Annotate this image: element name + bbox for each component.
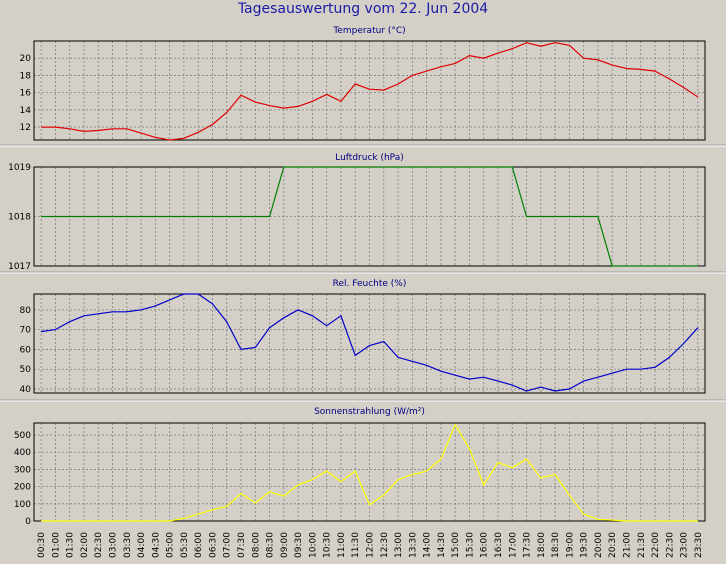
- x-tick-label: 05:00: [166, 532, 176, 558]
- x-tick-label: 17:30: [523, 532, 533, 558]
- x-tick-label: 06:30: [208, 532, 218, 558]
- x-tick-label: 14:00: [423, 532, 433, 558]
- x-tick-label: 06:00: [194, 532, 204, 558]
- x-tick-label: 20:30: [608, 532, 618, 558]
- x-tick-label: 10:00: [308, 532, 318, 558]
- x-tick-label: 07:00: [223, 532, 233, 558]
- y-tick-label: 0: [25, 517, 31, 527]
- x-tick-label: 09:00: [280, 532, 290, 558]
- y-tick-label: 200: [14, 483, 31, 493]
- y-tick-label: 50: [20, 365, 32, 375]
- x-tick-label: 04:00: [137, 532, 147, 558]
- x-tick-label: 18:30: [551, 532, 561, 558]
- x-tick-label: 13:30: [408, 532, 418, 558]
- x-tick-label: 05:30: [180, 532, 190, 558]
- chart-title: Rel. Feuchte (%): [333, 279, 407, 289]
- y-tick-label: 20: [20, 54, 32, 64]
- y-tick-label: 70: [20, 326, 32, 336]
- x-tick-label: 00:30: [37, 532, 47, 558]
- y-tick-label: 60: [20, 345, 32, 355]
- x-tick-label: 17:00: [508, 532, 518, 558]
- x-tick-label: 13:00: [394, 532, 404, 558]
- y-tick-label: 16: [20, 89, 32, 99]
- x-tick-label: 21:30: [637, 532, 647, 558]
- x-tick-label: 02:00: [80, 532, 90, 558]
- plot-frame: [33, 40, 706, 141]
- y-tick-label: 18: [20, 71, 32, 81]
- x-tick-label: 20:00: [594, 532, 604, 558]
- chart-title: Sonnenstrahlung (W/m²): [314, 407, 425, 417]
- x-tick-label: 21:00: [622, 532, 632, 558]
- x-tick-label: 09:30: [294, 532, 304, 558]
- x-tick-label: 16:30: [494, 532, 504, 558]
- x-tick-label: 19:00: [565, 532, 575, 558]
- x-tick-label: 18:00: [537, 532, 547, 558]
- plot-frame: [33, 293, 706, 394]
- x-tick-label: 08:00: [251, 532, 261, 558]
- x-tick-label: 14:30: [437, 532, 447, 558]
- y-tick-label: 1018: [8, 213, 31, 223]
- y-tick-label: 1019: [8, 163, 31, 173]
- series-line: [41, 166, 698, 267]
- x-tick-label: 03:00: [109, 532, 119, 558]
- y-tick-label: 400: [14, 448, 31, 458]
- x-tick-label: 03:30: [123, 532, 133, 558]
- x-tick-label: 08:30: [266, 532, 276, 558]
- x-tick-label: 01:00: [51, 532, 61, 558]
- chart-title: Temperatur (°C): [332, 26, 405, 36]
- y-tick-label: 100: [14, 500, 31, 510]
- x-tick-label: 07:30: [237, 532, 247, 558]
- x-tick-label: 22:00: [651, 532, 661, 558]
- page-title: Tagesauswertung vom 22. Jun 2004: [237, 1, 489, 17]
- y-tick-label: 500: [14, 431, 31, 441]
- x-tick-label: 12:00: [366, 532, 376, 558]
- x-tick-label: 15:00: [451, 532, 461, 558]
- x-tick-label: 01:30: [66, 532, 76, 558]
- x-tick-label: 12:30: [380, 532, 390, 558]
- x-tick-label: 10:30: [323, 532, 333, 558]
- plot-frame: [33, 422, 706, 522]
- series-line: [41, 293, 699, 392]
- x-tick-label: 04:30: [151, 532, 161, 558]
- x-tick-label: 22:30: [665, 532, 675, 558]
- chart-title: Luftdruck (hPa): [335, 153, 404, 163]
- x-tick-label: 02:30: [94, 532, 104, 558]
- y-tick-label: 80: [20, 306, 32, 316]
- x-tick-label: 11:00: [337, 532, 347, 558]
- series-line: [41, 42, 699, 141]
- x-tick-label: 11:30: [351, 532, 361, 558]
- x-tick-label: 23:00: [680, 532, 690, 558]
- y-tick-label: 40: [20, 385, 32, 395]
- x-tick-label: 23:30: [694, 532, 704, 558]
- y-tick-label: 300: [14, 465, 31, 475]
- x-tick-label: 15:30: [465, 532, 475, 558]
- x-tick-label: 16:00: [480, 532, 490, 558]
- y-tick-label: 14: [20, 106, 32, 116]
- x-tick-label: 19:30: [580, 532, 590, 558]
- y-tick-label: 12: [20, 123, 31, 133]
- y-tick-label: 1017: [8, 262, 31, 272]
- series-line: [41, 423, 698, 522]
